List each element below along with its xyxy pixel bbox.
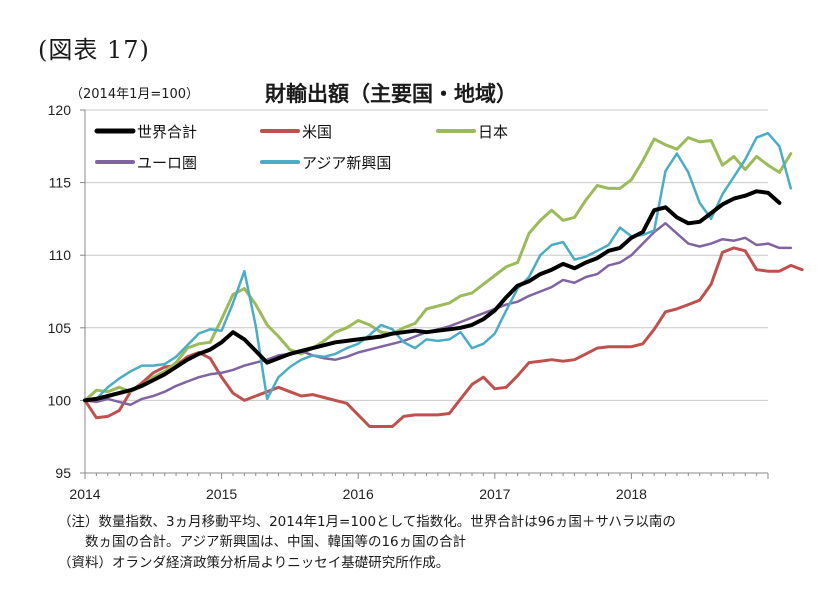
gridlines	[85, 109, 768, 401]
series-line-3	[83, 222, 793, 407]
legend-label-4: アジア新興国	[302, 154, 391, 172]
legend-label-0: 世界合計	[137, 123, 197, 141]
legend-label-1: 米国	[302, 123, 332, 141]
y-tick-label-110: 110	[49, 247, 72, 263]
y-tick-label-95: 95	[55, 465, 71, 481]
x-tick-label-2017: 2017	[479, 486, 510, 502]
x-tick-label-2015: 2015	[206, 486, 237, 502]
series-line-4	[83, 131, 793, 402]
series-line-2	[83, 136, 793, 402]
y-axis-unit-label: （2014年1月=100）	[70, 87, 200, 102]
y-tick-label-115: 115	[49, 175, 72, 191]
y-tick-label-105: 105	[48, 320, 72, 336]
x-tick-label-2014: 2014	[69, 486, 100, 502]
chart-title: 財輸出額（主要国・地域）	[265, 82, 517, 106]
series-line-0	[83, 189, 782, 403]
axes: 95 100 105 110 115 120 2014 2015 2016 2017 2018	[48, 102, 769, 502]
note-line-3: （資料）オランダ経済政策分析局よりニッセイ基礎研究所作成。	[58, 555, 450, 571]
note-line-2: 数ヵ国の合計。アジア新興国は、中国、韓国等の16ヵ国の合計	[58, 534, 467, 550]
series-lines	[83, 131, 804, 428]
x-tick-label-2016: 2016	[343, 486, 374, 502]
y-tick-label-100: 100	[48, 392, 72, 408]
legend-label-2: 日本	[478, 123, 508, 141]
x-tick-label-2018: 2018	[616, 486, 647, 502]
legend-label-3: ユーロ圏	[137, 154, 197, 172]
series-line-1	[83, 246, 804, 428]
y-tick-label-120: 120	[48, 102, 72, 118]
figure-label: (図表 17)	[38, 36, 150, 64]
note-line-1: （注）数量指数、3ヵ月移動平均、2014年1月=100として指数化。世界合計は9…	[58, 514, 676, 530]
